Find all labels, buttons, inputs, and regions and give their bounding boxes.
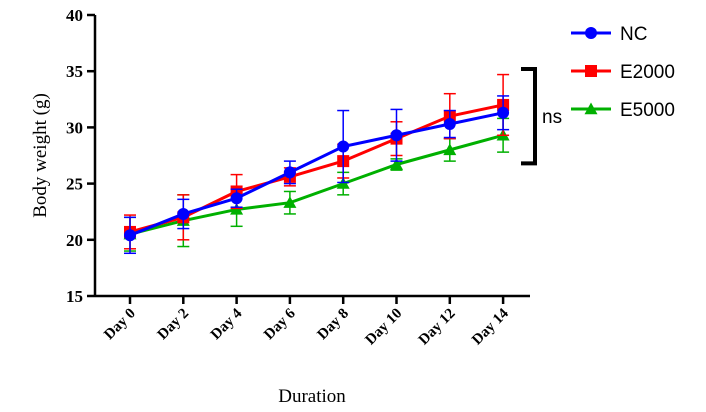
x-axis-title: Duration	[278, 386, 346, 407]
x-tick-label: Day 6	[261, 305, 299, 343]
legend-item-nc: NC	[571, 24, 647, 45]
data-point	[177, 207, 190, 220]
y-tick-label: 20	[66, 231, 83, 250]
x-tick-label: Day 0	[101, 306, 139, 344]
y-tick-label: 30	[66, 118, 83, 137]
data-point	[443, 143, 457, 156]
data-point	[390, 129, 403, 142]
legend-item-e2000: E2000	[571, 62, 675, 83]
legend-marker	[585, 27, 597, 39]
series-e5000	[123, 117, 510, 252]
data-point	[337, 140, 350, 153]
series-line	[129, 111, 504, 237]
y-tick-label: 25	[66, 175, 83, 194]
x-tick-label: Day 14	[469, 305, 512, 348]
axes	[93, 15, 530, 298]
y-axis-title: Body weight (g)	[30, 93, 51, 218]
legend-marker	[585, 65, 597, 77]
legend-label: E2000	[620, 62, 675, 83]
data-point	[124, 229, 136, 242]
significance-bracket	[521, 66, 537, 166]
data-point	[497, 106, 510, 119]
series-nc	[124, 95, 510, 255]
series-line	[129, 103, 504, 234]
annotations: ns	[521, 66, 562, 166]
y-ticks: 15 20 25 30 35 40	[66, 6, 95, 306]
legend-label: NC	[620, 24, 647, 45]
x-ticks: Day 0 Day 2 Day 4 Day 6 Day 8 Day 10 Day 12 Day…	[101, 296, 512, 348]
x-tick-label: Day 12	[416, 306, 459, 349]
y-tick-label: 35	[66, 62, 83, 81]
series-line	[129, 133, 504, 236]
x-tick-label: Day 8	[314, 306, 352, 344]
x-tick-label: Day 2	[155, 306, 193, 344]
legend-item-e5000: E5000	[571, 100, 675, 121]
data-point	[283, 166, 296, 179]
y-tick-label: 40	[66, 6, 83, 25]
data-point	[443, 118, 456, 131]
y-tick-label: 15	[66, 287, 83, 306]
x-tick-label: Day 10	[362, 306, 405, 349]
legend-label: E5000	[620, 100, 675, 121]
series-layer	[123, 73, 510, 255]
data-point	[283, 196, 297, 208]
legend-marker	[584, 102, 598, 115]
x-tick-label: Day 4	[208, 305, 246, 343]
data-point	[230, 192, 243, 205]
legend: NC E2000 E5000	[571, 24, 675, 121]
data-point	[390, 157, 403, 170]
significance-label: ns	[542, 107, 562, 128]
